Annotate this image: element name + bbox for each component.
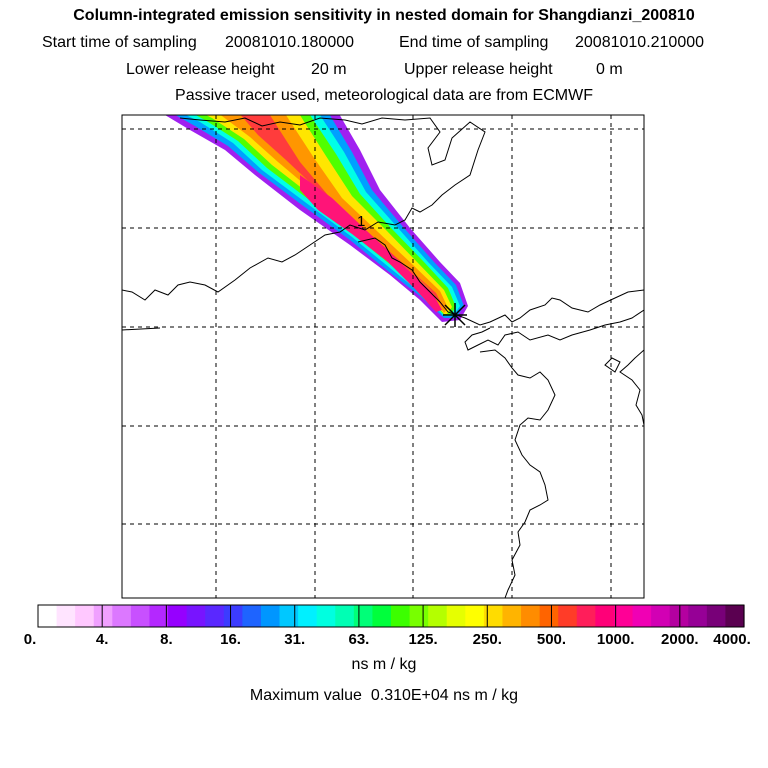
colorbar-swatch <box>75 605 95 627</box>
colorbar-swatch <box>502 605 522 627</box>
plume-band-cyan <box>186 115 460 316</box>
chart-title: Column-integrated emission sensitivity i… <box>73 7 695 24</box>
plume-band-green <box>195 115 456 315</box>
colorbar-swatch <box>465 605 485 627</box>
colorbar-tick-label: 8. <box>160 631 173 648</box>
colorbar-tick-label: 4000. <box>713 631 751 648</box>
colorbar-swatch <box>521 605 541 627</box>
colorbar-swatch <box>205 605 225 627</box>
end-time-label: End time of sampling <box>399 34 549 51</box>
colorbar-swatch <box>539 605 559 627</box>
island-outline <box>604 357 621 373</box>
colorbar-swatch <box>56 605 76 627</box>
border-north <box>122 327 161 331</box>
colorbar-swatch <box>38 605 58 627</box>
coastline-peninsula <box>357 237 644 326</box>
colorbar-swatch <box>595 605 615 627</box>
colorbar-swatch <box>725 605 745 627</box>
colorbar-swatch <box>428 605 448 627</box>
colorbar-tick-label: 1000. <box>596 631 635 648</box>
colorbar-swatch <box>168 605 188 627</box>
start-time-value: 20081010.180000 <box>225 34 355 51</box>
colorbar-swatch <box>316 605 336 627</box>
colorbar-tick-label: 0. <box>23 631 37 648</box>
colorbar-swatch <box>279 605 299 627</box>
colorbar-swatch <box>576 605 596 627</box>
colorbar-tick-label: 16. <box>220 631 241 648</box>
upper-height-value: 0 m <box>596 61 623 78</box>
colorbar-swatch <box>558 605 578 627</box>
coastline-east <box>619 349 644 426</box>
coastline <box>122 117 486 301</box>
colorbar-swatch <box>186 605 206 627</box>
colorbar-swatch <box>260 605 281 627</box>
coastline-south <box>479 349 556 598</box>
coastline-bay <box>464 309 644 351</box>
colorbar-frame <box>37 604 745 628</box>
colorbar-swatch <box>706 605 727 627</box>
maximum-value-line: Maximum value 0.310E+04 ns m / kg <box>0 687 768 705</box>
colorbar-swatch <box>391 605 411 627</box>
upper-height-label: Upper release height <box>404 61 553 78</box>
colorbar <box>37 604 745 628</box>
max-value: 0.310E+04 <box>370 687 449 704</box>
colorbar-swatch <box>632 605 652 627</box>
colorbar-swatch <box>93 605 113 627</box>
colorbar-swatch <box>372 605 392 627</box>
receptor-marker <box>443 303 467 327</box>
start-time-label: Start time of sampling <box>42 34 197 51</box>
colorbar-swatch <box>409 605 429 627</box>
colorbar-tick-label: 500. <box>536 631 567 648</box>
colorbar-tick-label: 63. <box>348 631 370 648</box>
colorbar-swatch <box>149 605 169 627</box>
colorbar-swatch <box>688 605 708 627</box>
colorbar-swatch <box>651 605 671 627</box>
colorbar-units: ns m / kg <box>351 656 417 673</box>
colorbar-tick-label: 4. <box>95 631 109 648</box>
colorbar-tick-label: 125. <box>408 631 438 648</box>
colorbar-swatch <box>242 605 262 627</box>
lower-height-label: Lower release height <box>126 61 275 78</box>
colorbar-swatch <box>130 605 151 627</box>
colorbar-swatch <box>335 605 355 627</box>
max-value-units: ns m / kg <box>453 687 519 704</box>
colorbar-swatch <box>112 605 132 627</box>
colorbar-swatch <box>446 605 466 627</box>
colorbar-swatch <box>483 605 504 627</box>
lower-height-value: 20 m <box>311 61 347 78</box>
colorbar-swatch <box>613 605 634 627</box>
colorbar-swatch <box>298 605 318 627</box>
plume-band-magenta <box>300 175 442 312</box>
tracer-note: Passive tracer used, meteorological data… <box>175 87 593 104</box>
colorbar-tick-label: 31. <box>284 631 306 648</box>
map-frame <box>121 114 645 599</box>
colorbar-swatch <box>223 605 243 627</box>
max-value-label: Maximum value <box>249 687 362 704</box>
colorbar-tick-label: 250. <box>472 631 502 648</box>
contour-label: 1 <box>357 213 365 230</box>
colorbar-swatch <box>669 605 689 627</box>
colorbar-swatch <box>353 605 374 627</box>
end-time-value: 20081010.210000 <box>575 34 705 51</box>
colorbar-tick-label: 2000. <box>661 631 699 648</box>
